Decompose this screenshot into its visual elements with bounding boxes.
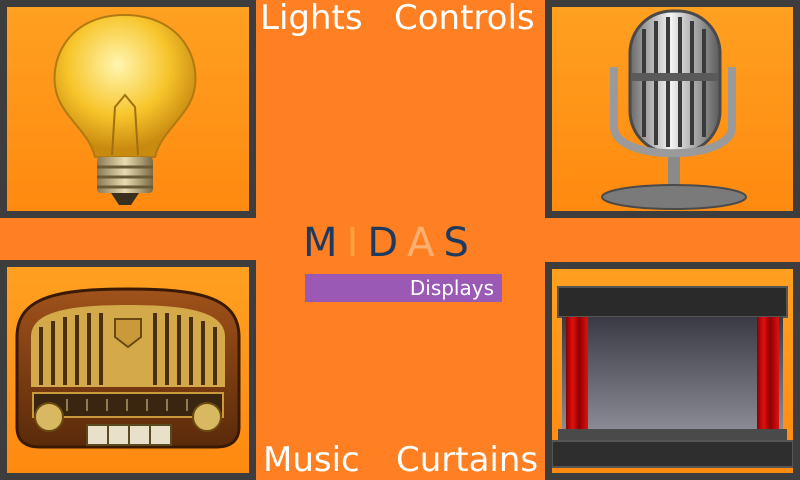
radio-icon [15,287,241,449]
midas-wordmark: MIDAS [303,218,503,268]
lights-label[interactable]: Lights [260,0,363,38]
controls-tile[interactable] [545,0,800,218]
logo-letter: S [443,220,478,266]
controls-label[interactable]: Controls [394,0,535,38]
curtains-label[interactable]: Curtains [396,440,539,480]
microphone-icon [601,9,747,210]
midas-displays-logo: MIDAS Displays [303,218,503,308]
curtains-tile[interactable] [545,262,800,480]
light-bulb-icon [53,13,197,205]
displays-subtitle: Displays [305,274,502,302]
logo-letter: M [303,220,347,266]
lights-tile[interactable] [0,0,256,218]
logo-letter: A [407,220,444,266]
logo-letter: D [367,220,408,266]
stage-curtains-icon [552,286,793,468]
music-label[interactable]: Music [263,440,360,480]
music-tile[interactable] [0,260,256,480]
logo-letter: I [346,220,368,266]
